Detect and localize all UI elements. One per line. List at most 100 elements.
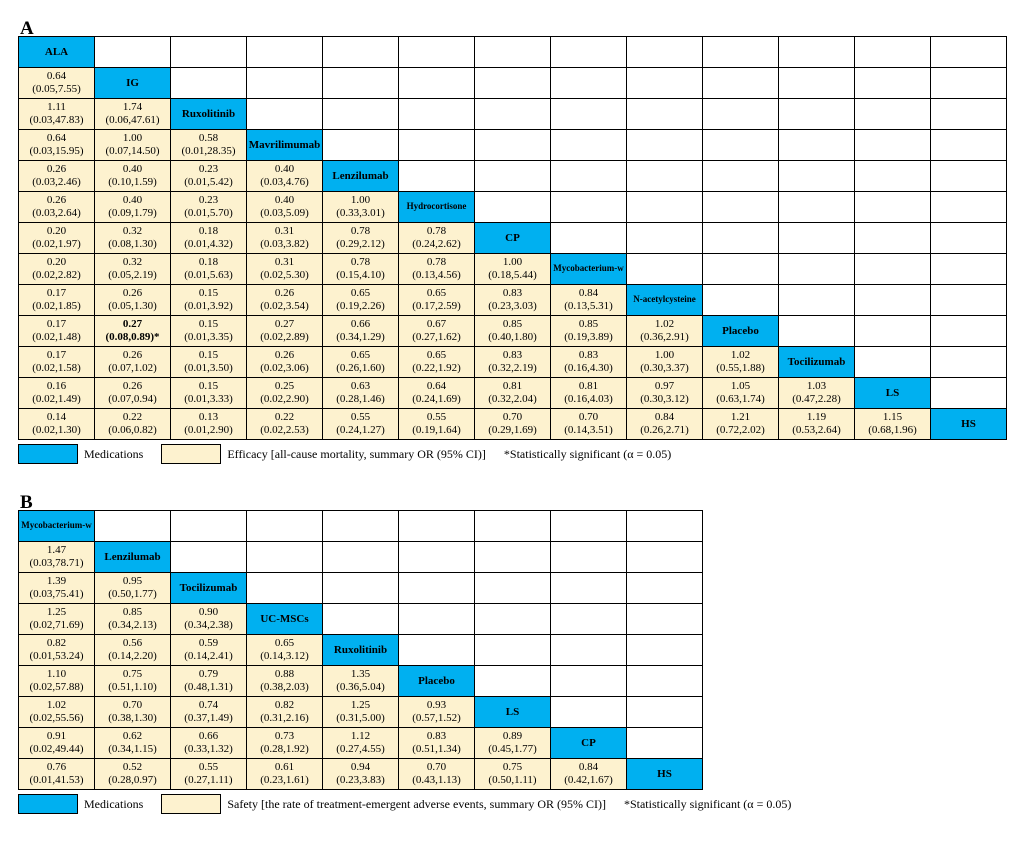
- value-cell: 0.22(0.02,2.53): [247, 409, 323, 440]
- panel-a-label: A: [20, 18, 1002, 40]
- value-cell: 0.66(0.33,1.32): [171, 728, 247, 759]
- drug-cell: Mavrilimumab: [247, 130, 323, 161]
- value-cell: 1.74(0.06,47.61): [95, 99, 171, 130]
- value-cell: 0.81(0.16,4.03): [551, 378, 627, 409]
- value-cell: 0.27(0.02,2.89): [247, 316, 323, 347]
- drug-cell: Mycobacterium-w: [551, 254, 627, 285]
- value-cell: 0.85(0.19,3.89): [551, 316, 627, 347]
- value-cell: 0.93(0.57,1.52): [399, 697, 475, 728]
- value-cell: 0.84(0.26,2.71): [627, 409, 703, 440]
- value-cell: 0.65(0.22,1.92): [399, 347, 475, 378]
- value-cell: 0.97(0.30,3.12): [627, 378, 703, 409]
- league-table-b: Mycobacterium-w1.47(0.03,78.71)Lenziluma…: [18, 510, 1002, 790]
- value-cell: 0.70(0.43,1.13): [399, 759, 475, 790]
- value-cell: 0.83(0.51,1.34): [399, 728, 475, 759]
- value-cell: 0.70(0.14,3.51): [551, 409, 627, 440]
- value-cell: 0.84(0.13,5.31): [551, 285, 627, 316]
- value-cell: 0.26(0.05,1.30): [95, 285, 171, 316]
- value-cell: 0.64(0.05,7.55): [19, 68, 95, 99]
- value-cell: 0.14(0.02,1.30): [19, 409, 95, 440]
- drug-cell: Placebo: [703, 316, 779, 347]
- legend-med: Medications: [18, 794, 143, 814]
- drug-cell: N-acetylcysteine: [627, 285, 703, 316]
- drug-cell: Tocilizumab: [779, 347, 855, 378]
- value-cell: 0.65(0.19,2.26): [323, 285, 399, 316]
- value-cell: 0.26(0.03,2.46): [19, 161, 95, 192]
- value-cell: 0.75(0.51,1.10): [95, 666, 171, 697]
- value-cell: 0.64(0.03,15.95): [19, 130, 95, 161]
- value-cell: 0.31(0.03,3.82): [247, 223, 323, 254]
- value-cell: 1.15(0.68,1.96): [855, 409, 931, 440]
- value-cell: 0.78(0.29,2.12): [323, 223, 399, 254]
- value-cell: 0.79(0.48,1.31): [171, 666, 247, 697]
- value-cell: 0.26(0.07,0.94): [95, 378, 171, 409]
- value-cell: 0.67(0.27,1.62): [399, 316, 475, 347]
- value-cell: 0.88(0.38,2.03): [247, 666, 323, 697]
- value-cell: 0.65(0.14,3.12): [247, 635, 323, 666]
- drug-cell: Placebo: [399, 666, 475, 697]
- value-cell: 0.73(0.28,1.92): [247, 728, 323, 759]
- value-cell: 0.64(0.24,1.69): [399, 378, 475, 409]
- value-cell: 0.74(0.37,1.49): [171, 697, 247, 728]
- legend-eff: Efficacy [all-cause mortality, summary O…: [161, 444, 486, 464]
- value-cell: 0.17(0.02,1.85): [19, 285, 95, 316]
- value-cell: 0.83(0.16,4.30): [551, 347, 627, 378]
- value-cell: 0.58(0.01,28.35): [171, 130, 247, 161]
- value-cell: 0.40(0.03,4.76): [247, 161, 323, 192]
- legend-sig: *Statistically significant (α = 0.05): [624, 797, 791, 812]
- legend-med: Medications: [18, 444, 143, 464]
- drug-cell: Hydrocortisone: [399, 192, 475, 223]
- value-cell: 1.21(0.72,2.02): [703, 409, 779, 440]
- drug-cell: LS: [855, 378, 931, 409]
- drug-cell: UC-MSCs: [247, 604, 323, 635]
- value-cell: 0.25(0.02,2.90): [247, 378, 323, 409]
- value-cell: 0.85(0.34,2.13): [95, 604, 171, 635]
- value-cell: 0.17(0.02,1.48): [19, 316, 95, 347]
- drug-cell: Lenzilumab: [95, 542, 171, 573]
- value-cell: 1.05(0.63,1.74): [703, 378, 779, 409]
- value-cell: 0.26(0.02,3.54): [247, 285, 323, 316]
- value-cell: 1.02(0.55,1.88): [703, 347, 779, 378]
- value-cell: 0.27(0.08,0.89)*: [95, 316, 171, 347]
- value-cell: 0.18(0.01,5.63): [171, 254, 247, 285]
- value-cell: 0.65(0.26,1.60): [323, 347, 399, 378]
- value-cell: 0.55(0.19,1.64): [399, 409, 475, 440]
- legend-eff: Safety [the rate of treatment-emergent a…: [161, 794, 606, 814]
- value-cell: 0.70(0.38,1.30): [95, 697, 171, 728]
- value-cell: 0.78(0.15,4.10): [323, 254, 399, 285]
- value-cell: 0.56(0.14,2.20): [95, 635, 171, 666]
- value-cell: 0.40(0.09,1.79): [95, 192, 171, 223]
- value-cell: 0.22(0.06,0.82): [95, 409, 171, 440]
- value-cell: 0.75(0.50,1.11): [475, 759, 551, 790]
- drug-cell: HS: [627, 759, 703, 790]
- value-cell: 0.52(0.28,0.97): [95, 759, 171, 790]
- value-cell: 0.20(0.02,2.82): [19, 254, 95, 285]
- value-cell: 0.84(0.42,1.67): [551, 759, 627, 790]
- drug-cell: CP: [551, 728, 627, 759]
- value-cell: 1.02(0.36,2.91): [627, 316, 703, 347]
- value-cell: 0.90(0.34,2.38): [171, 604, 247, 635]
- value-cell: 0.85(0.40,1.80): [475, 316, 551, 347]
- value-cell: 0.78(0.13,4.56): [399, 254, 475, 285]
- value-cell: 0.83(0.32,2.19): [475, 347, 551, 378]
- value-cell: 0.55(0.27,1.11): [171, 759, 247, 790]
- value-cell: 0.13(0.01,2.90): [171, 409, 247, 440]
- value-cell: 0.15(0.01,3.33): [171, 378, 247, 409]
- drug-cell: Ruxolitinib: [171, 99, 247, 130]
- value-cell: 1.25(0.02,71.69): [19, 604, 95, 635]
- drug-cell: Ruxolitinib: [323, 635, 399, 666]
- value-cell: 0.23(0.01,5.70): [171, 192, 247, 223]
- value-cell: 1.00(0.33,3.01): [323, 192, 399, 223]
- value-cell: 0.83(0.23,3.03): [475, 285, 551, 316]
- value-cell: 1.19(0.53,2.64): [779, 409, 855, 440]
- drug-cell: Mycobacterium-w: [19, 511, 95, 542]
- value-cell: 0.82(0.31,2.16): [247, 697, 323, 728]
- value-cell: 1.47(0.03,78.71): [19, 542, 95, 573]
- legend-b: Medications Safety [the rate of treatmen…: [18, 794, 1002, 814]
- value-cell: 0.55(0.24,1.27): [323, 409, 399, 440]
- legend-a: Medications Efficacy [all-cause mortalit…: [18, 444, 1002, 464]
- value-cell: 0.26(0.03,2.64): [19, 192, 95, 223]
- panel-b-label: B: [20, 492, 1002, 514]
- drug-cell: Tocilizumab: [171, 573, 247, 604]
- value-cell: 0.65(0.17,2.59): [399, 285, 475, 316]
